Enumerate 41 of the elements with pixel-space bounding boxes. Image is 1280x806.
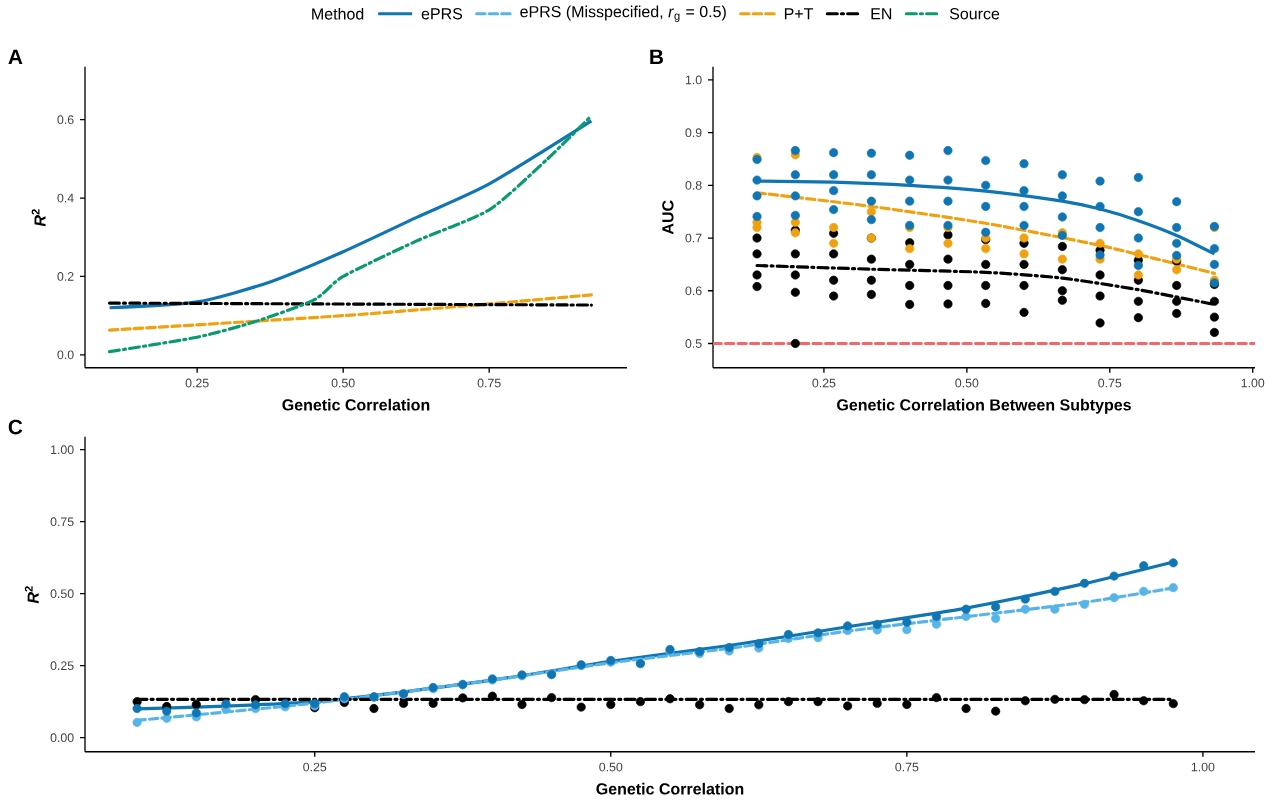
y-tick-label: 0.6 xyxy=(685,286,702,296)
chart-title: C xyxy=(8,419,23,435)
chart-title: B xyxy=(650,49,663,65)
x-tick-label: 0.25 xyxy=(303,762,327,772)
y-tick-label: 0.0 xyxy=(57,350,74,360)
legend-label: Source xyxy=(949,8,1000,20)
x-tick-label: 1.00 xyxy=(1241,378,1265,388)
legend-label: ePRS (Misspecified, r$_{g}$ = 0.5) xyxy=(520,5,726,23)
x-tick-label: 1.00 xyxy=(1191,762,1215,772)
y-tick-label: 0.50 xyxy=(50,589,74,599)
legend-title: Method xyxy=(312,8,364,20)
y-tick-label: 0.4 xyxy=(57,193,74,203)
x-tick-label: 0.25 xyxy=(185,378,209,388)
y-tick-label: 1.0 xyxy=(685,75,702,85)
x-axis-title: Genetic Correlation xyxy=(282,398,430,411)
x-tick-label: 0.75 xyxy=(477,378,501,388)
y-tick-label: 0.5 xyxy=(685,339,702,348)
x-tick-label: 0.50 xyxy=(599,762,623,772)
y-tick-label: 0.8 xyxy=(685,181,702,190)
legend-label: EN xyxy=(871,8,892,20)
x-axis-title: Genetic Correlation Between Subtypes xyxy=(837,398,1131,414)
y-tick-label: 0.7 xyxy=(685,233,702,243)
x-tick-label: 0.50 xyxy=(331,378,355,388)
x-axis-title: Genetic Correlation xyxy=(596,782,744,795)
legend-label: P+T xyxy=(784,8,814,20)
x-tick-label: 0.50 xyxy=(955,378,979,388)
chart-title: A xyxy=(8,49,23,65)
y-tick-label: 0.6 xyxy=(57,115,74,125)
x-tick-label: 0.75 xyxy=(1098,378,1122,388)
y-axis-title: AUC xyxy=(662,200,674,235)
x-tick-label: 0.25 xyxy=(812,378,836,388)
legend-label: ePRS xyxy=(421,8,463,20)
y-tick-label: 1.00 xyxy=(51,445,74,455)
y-tick-label: 0.75 xyxy=(50,517,74,527)
x-tick-label: 0.75 xyxy=(895,762,919,772)
y-tick-label: 0.2 xyxy=(57,272,74,281)
y-axis-title: R$^{2}$ xyxy=(24,586,39,604)
y-tick-label: 0.9 xyxy=(685,128,702,138)
y-tick-label: 0.00 xyxy=(50,733,74,743)
y-tick-label: 0.25 xyxy=(50,661,74,671)
y-axis-title: R$^{2}$ xyxy=(31,209,46,227)
